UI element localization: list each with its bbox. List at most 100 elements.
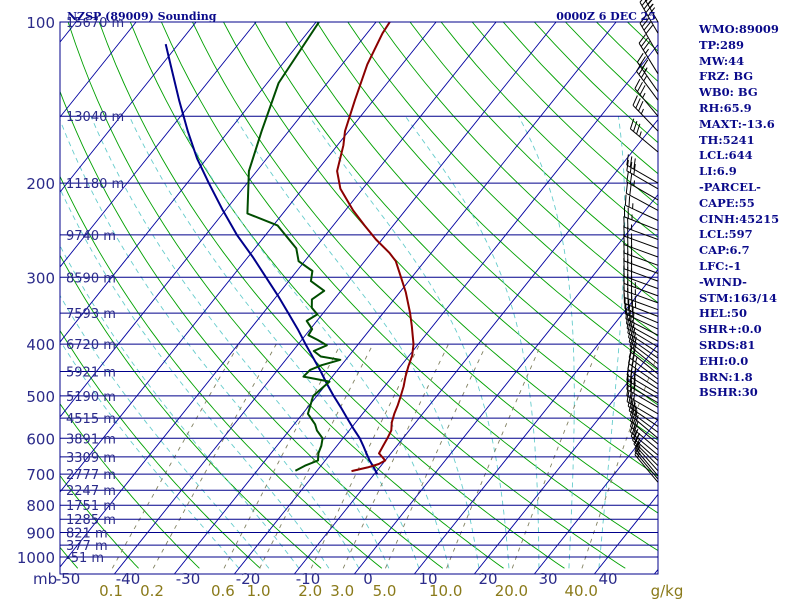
mixing-ratio-layer [111,343,658,569]
wind-barb-feather [632,430,638,441]
wind-barb-feather [629,184,632,196]
wind-barb-feather [626,154,629,166]
mixing-ratio-line [511,343,601,569]
height-label: 5921 m [66,366,116,381]
temperature-tick-label: 20 [478,570,497,588]
wind-barb-feather [633,378,636,389]
pressure-label: 100 [26,14,55,32]
wind-barb [634,78,659,117]
dry-adiabat-line [0,0,17,568]
sounding-time: 0000Z 6 DEC 25 [556,10,656,23]
wind-barb-feather [632,306,634,318]
wind-barb-feather [636,61,643,72]
wind-barb-half-feather [634,405,637,411]
isotherm-line [60,22,317,343]
sounding-index-item: LI:6.9 [699,164,737,179]
temperature-tick-label: -50 [56,570,81,588]
sounding-index-item: -WIND- [699,274,747,289]
wind-barb [626,312,659,342]
sounding-index-item: SHR+:0.0 [699,322,762,337]
wind-barb-feather [630,393,633,404]
temperature-tick-label: -10 [296,570,321,588]
mixing-ratio-label: 1.0 [247,582,271,600]
wind-barb-feather [629,162,633,173]
wind-barb-feather [633,121,638,132]
wind-barb-feather [631,349,636,360]
wind-barb-feather [629,173,633,184]
sounding-index-item: MW:44 [699,53,745,68]
wind-barb-feather [628,196,631,208]
sounding-index-item: BRN:1.8 [699,369,753,384]
pressure-label: 1000 [17,549,55,567]
wind-barb-half-feather [635,410,638,416]
dry-adiabat-line [60,329,261,569]
pressure-label: 700 [26,466,55,484]
wind-barb-staff [638,42,659,75]
wind-barb-feather [629,309,631,321]
moist-adiabat-line [175,115,450,569]
height-label: 3309 m [66,451,116,466]
wind-barb-half-feather [633,322,635,328]
wind-barb-feather [629,340,634,352]
wind-barb-staff [624,244,659,258]
height-label: 5190 m [66,390,116,405]
sounding-index-item: TH:5241 [699,132,755,147]
pressure-label: 900 [26,525,55,543]
wind-barb-feather [624,303,627,314]
wind-barb-feather [628,346,633,358]
wind-barb-feather [633,424,638,435]
wind-barb-staff [624,235,659,249]
mixing-ratio-label: 0.2 [140,582,164,600]
mixing-ratio-label: 5.0 [373,582,397,600]
temperature-tick-label: 0 [363,570,373,588]
sounding-index-item: HEL:50 [699,306,747,321]
wind-barb-feather [639,85,646,96]
pressure-unit-label: mb [33,570,57,588]
wind-barb-staff [639,23,659,55]
sounding-index-item: LCL:597 [699,227,753,242]
wind-barb-feather [626,374,629,385]
wind-barb-feather [638,34,646,44]
wind-barb-half-feather [639,131,642,137]
wind-barb-staff [639,1,659,34]
wind-barb-staff [634,88,659,117]
wind-barb-feather [629,156,633,168]
height-label: 15670 m [66,16,124,31]
wind-barb-feather [626,317,630,329]
wind-barb [629,340,659,375]
wind-barb-feather [629,376,633,387]
wind-barb [638,34,659,75]
wind-barb-staff [627,368,659,390]
sounding-index-item: STM:163/14 [699,290,778,305]
wind-barb-half-feather [636,446,641,452]
wind-barb [623,242,659,266]
mixing-ratio-label: 0.1 [99,582,123,600]
wind-barb-half-feather [642,92,646,99]
wind-barb [626,369,659,399]
wind-barb-feather [626,171,629,182]
sounding-index-item: BSHR:30 [699,385,758,400]
wind-barb-feather [642,41,651,51]
wind-barb-half-feather [643,76,647,82]
wind-barb-feather [627,322,631,334]
wind-barb-feather [629,314,632,326]
wind-barb-feather [636,52,644,63]
wind-barb-half-feather [636,449,641,455]
wind-barb-half-feather [634,362,637,369]
height-label: 377 m [66,539,108,554]
dry-adiabat-line [60,474,139,569]
mixing-ratio-label: 40.0 [564,582,597,600]
wind-barb-feather [632,311,635,323]
wind-barb-feather [633,407,638,418]
wind-barb-feather [626,390,630,402]
height-label: 2247 m [66,484,116,499]
sounding-index-item: RH:65.9 [699,100,752,115]
wind-barb-staff [624,268,659,282]
mixing-ratio-line [310,343,421,569]
wind-barb-staff [624,260,659,274]
wind-barb-feather [630,426,636,437]
wind-barb-feather [640,37,649,47]
wind-barb-feather [631,397,635,409]
wind-barb-feather [634,444,641,455]
plot-frame [59,21,659,575]
